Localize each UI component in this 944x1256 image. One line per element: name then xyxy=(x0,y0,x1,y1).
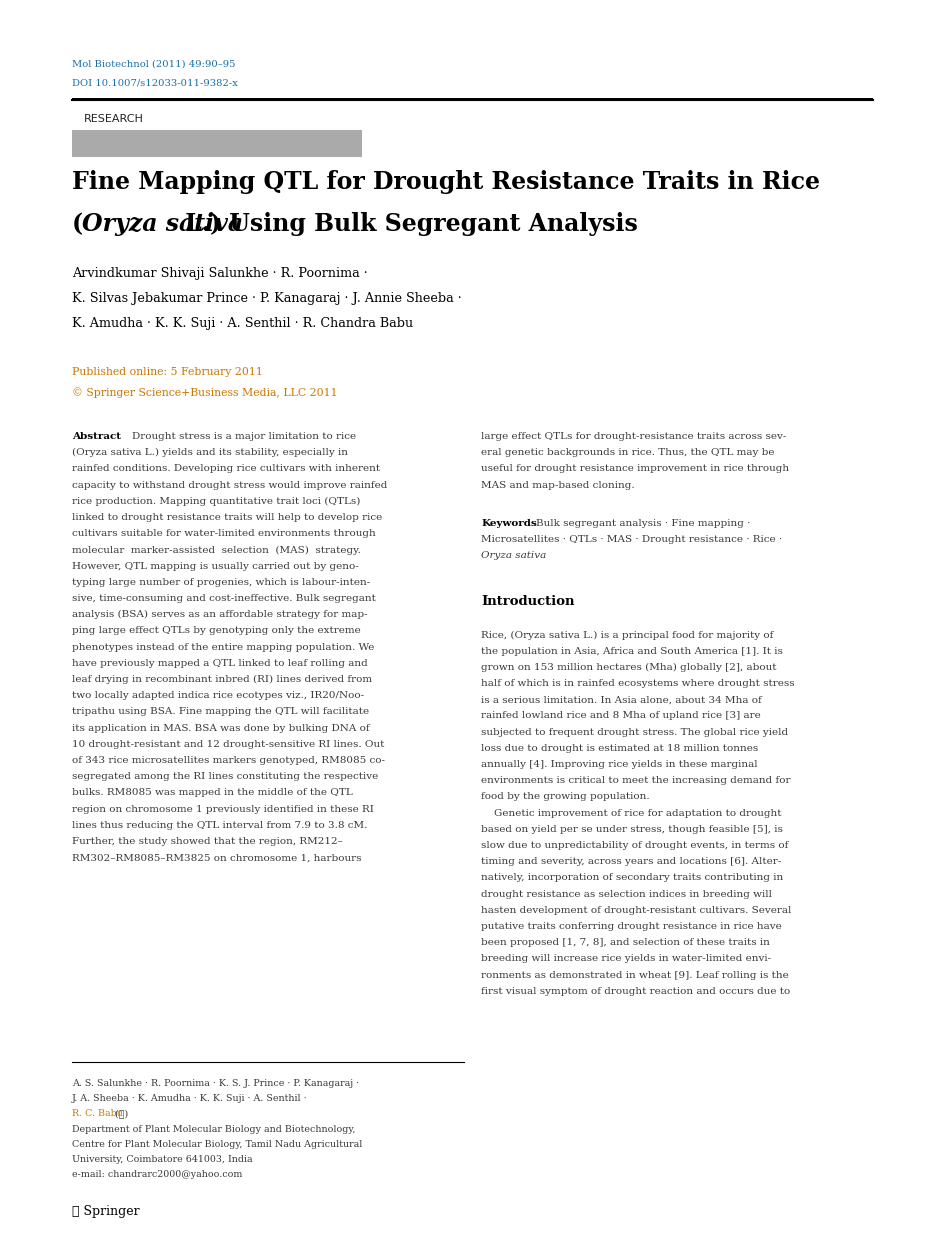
Text: useful for drought resistance improvement in rice through: useful for drought resistance improvemen… xyxy=(481,465,789,474)
Text: eral genetic backgrounds in rice. Thus, the QTL may be: eral genetic backgrounds in rice. Thus, … xyxy=(481,448,774,457)
Text: sive, time-consuming and cost-ineffective. Bulk segregant: sive, time-consuming and cost-ineffectiv… xyxy=(72,594,376,603)
Text: food by the growing population.: food by the growing population. xyxy=(481,793,649,801)
Text: MAS and map-based cloning.: MAS and map-based cloning. xyxy=(481,481,634,490)
Text: cultivars suitable for water-limited environments through: cultivars suitable for water-limited env… xyxy=(72,529,376,539)
Text: capacity to withstand drought stress would improve rainfed: capacity to withstand drought stress wou… xyxy=(72,481,387,490)
Text: hasten development of drought-resistant cultivars. Several: hasten development of drought-resistant … xyxy=(481,906,791,914)
Text: Abstract: Abstract xyxy=(72,432,121,441)
Text: Bulk segregant analysis · Fine mapping ·: Bulk segregant analysis · Fine mapping · xyxy=(535,519,750,528)
Text: environments is critical to meet the increasing demand for: environments is critical to meet the inc… xyxy=(481,776,790,785)
Text: Mol Biotechnol (2011) 49:90–95: Mol Biotechnol (2011) 49:90–95 xyxy=(72,60,235,69)
Bar xyxy=(72,131,362,157)
Text: molecular  marker-assisted  selection  (MAS)  strategy.: molecular marker-assisted selection (MAS… xyxy=(72,545,361,555)
Text: Keywords: Keywords xyxy=(481,519,537,528)
Text: (: ( xyxy=(72,212,83,236)
Text: have previously mapped a QTL linked to leaf rolling and: have previously mapped a QTL linked to l… xyxy=(72,659,367,668)
Text: segregated among the RI lines constituting the respective: segregated among the RI lines constituti… xyxy=(72,772,378,781)
Text: timing and severity, across years and locations [6]. Alter-: timing and severity, across years and lo… xyxy=(481,857,781,867)
Text: natively, incorporation of secondary traits contributing in: natively, incorporation of secondary tra… xyxy=(481,873,783,883)
Text: ronments as demonstrated in wheat [9]. Leaf rolling is the: ronments as demonstrated in wheat [9]. L… xyxy=(481,971,788,980)
Text: Further, the study showed that the region, RM212–: Further, the study showed that the regio… xyxy=(72,836,343,847)
Text: Rice, (Oryza sativa L.) is a principal food for majority of: Rice, (Oryza sativa L.) is a principal f… xyxy=(481,631,773,639)
Text: RESEARCH: RESEARCH xyxy=(84,114,143,124)
Text: ⑂ Springer: ⑂ Springer xyxy=(72,1205,140,1218)
Text: Department of Plant Molecular Biology and Biotechnology,: Department of Plant Molecular Biology an… xyxy=(72,1124,355,1134)
Text: University, Coimbatore 641003, India: University, Coimbatore 641003, India xyxy=(72,1156,252,1164)
Text: tripathu using BSA. Fine mapping the QTL will facilitate: tripathu using BSA. Fine mapping the QTL… xyxy=(72,707,369,716)
Text: of 343 rice microsatellites markers genotyped, RM8085 co-: of 343 rice microsatellites markers geno… xyxy=(72,756,384,765)
Text: slow due to unpredictability of drought events, in terms of: slow due to unpredictability of drought … xyxy=(481,842,788,850)
Text: Microsatellites · QTLs · MAS · Drought resistance · Rice ·: Microsatellites · QTLs · MAS · Drought r… xyxy=(481,535,782,544)
Text: J. A. Sheeba · K. Amudha · K. K. Suji · A. Senthil ·: J. A. Sheeba · K. Amudha · K. K. Suji · … xyxy=(72,1094,308,1103)
Text: phenotypes instead of the entire mapping population. We: phenotypes instead of the entire mapping… xyxy=(72,643,374,652)
Text: typing large number of progenies, which is labour-inten-: typing large number of progenies, which … xyxy=(72,578,370,587)
Text: loss due to drought is estimated at 18 million tonnes: loss due to drought is estimated at 18 m… xyxy=(481,744,758,752)
Text: Introduction: Introduction xyxy=(481,595,574,608)
Text: e-mail: chandrarc2000@yahoo.com: e-mail: chandrarc2000@yahoo.com xyxy=(72,1171,242,1179)
Text: subjected to frequent drought stress. The global rice yield: subjected to frequent drought stress. Th… xyxy=(481,727,788,736)
Text: RM302–RM8085–RM3825 on chromosome 1, harbours: RM302–RM8085–RM3825 on chromosome 1, har… xyxy=(72,853,362,862)
Text: Centre for Plant Molecular Biology, Tamil Nadu Agricultural: Centre for Plant Molecular Biology, Tami… xyxy=(72,1139,362,1149)
Text: annually [4]. Improving rice yields in these marginal: annually [4]. Improving rice yields in t… xyxy=(481,760,757,769)
Text: rice production. Mapping quantitative trait loci (QTLs): rice production. Mapping quantitative tr… xyxy=(72,497,360,506)
Text: L.) Using Bulk Segregant Analysis: L.) Using Bulk Segregant Analysis xyxy=(177,212,637,236)
Text: been proposed [1, 7, 8], and selection of these traits in: been proposed [1, 7, 8], and selection o… xyxy=(481,938,769,947)
Text: leaf drying in recombinant inbred (RI) lines derived from: leaf drying in recombinant inbred (RI) l… xyxy=(72,674,372,685)
Text: based on yield per se under stress, though feasible [5], is: based on yield per se under stress, thou… xyxy=(481,825,783,834)
Text: Oryza sativa: Oryza sativa xyxy=(82,212,243,236)
Text: grown on 153 million hectares (Mha) globally [2], about: grown on 153 million hectares (Mha) glob… xyxy=(481,663,776,672)
Text: linked to drought resistance traits will help to develop rice: linked to drought resistance traits will… xyxy=(72,512,381,522)
Text: rainfed lowland rice and 8 Mha of upland rice [3] are: rainfed lowland rice and 8 Mha of upland… xyxy=(481,711,761,721)
Text: 10 drought-resistant and 12 drought-sensitive RI lines. Out: 10 drought-resistant and 12 drought-sens… xyxy=(72,740,384,749)
Text: large effect QTLs for drought-resistance traits across sev-: large effect QTLs for drought-resistance… xyxy=(481,432,786,441)
Text: Genetic improvement of rice for adaptation to drought: Genetic improvement of rice for adaptati… xyxy=(481,809,782,818)
Text: putative traits conferring drought resistance in rice have: putative traits conferring drought resis… xyxy=(481,922,782,931)
Text: © Springer Science+Business Media, LLC 2011: © Springer Science+Business Media, LLC 2… xyxy=(72,387,337,398)
Text: A. S. Salunkhe · R. Poornima · K. S. J. Prince · P. Kanagaraj ·: A. S. Salunkhe · R. Poornima · K. S. J. … xyxy=(72,1079,359,1088)
Text: lines thus reducing the QTL interval from 7.9 to 3.8 cM.: lines thus reducing the QTL interval fro… xyxy=(72,821,367,830)
Text: half of which is in rainfed ecosystems where drought stress: half of which is in rainfed ecosystems w… xyxy=(481,679,794,688)
Text: Published online: 5 February 2011: Published online: 5 February 2011 xyxy=(72,367,262,377)
Text: first visual symptom of drought reaction and occurs due to: first visual symptom of drought reaction… xyxy=(481,987,790,996)
Text: analysis (BSA) serves as an affordable strategy for map-: analysis (BSA) serves as an affordable s… xyxy=(72,610,367,619)
Text: However, QTL mapping is usually carried out by geno-: However, QTL mapping is usually carried … xyxy=(72,561,359,570)
Text: rainfed conditions. Developing rice cultivars with inherent: rainfed conditions. Developing rice cult… xyxy=(72,465,379,474)
Text: K. Amudha · K. K. Suji · A. Senthil · R. Chandra Babu: K. Amudha · K. K. Suji · A. Senthil · R.… xyxy=(72,317,413,330)
Text: K. Silvas Jebakumar Prince · P. Kanagaraj · J. Annie Sheeba ·: K. Silvas Jebakumar Prince · P. Kanagara… xyxy=(72,291,462,305)
Text: Fine Mapping QTL for Drought Resistance Traits in Rice: Fine Mapping QTL for Drought Resistance … xyxy=(72,170,819,193)
Text: (✉): (✉) xyxy=(112,1109,128,1118)
Text: Drought stress is a major limitation to rice: Drought stress is a major limitation to … xyxy=(131,432,355,441)
Text: ping large effect QTLs by genotyping only the extreme: ping large effect QTLs by genotyping onl… xyxy=(72,627,361,636)
Text: drought resistance as selection indices in breeding will: drought resistance as selection indices … xyxy=(481,889,771,898)
Text: its application in MAS. BSA was done by bulking DNA of: its application in MAS. BSA was done by … xyxy=(72,723,369,732)
Text: the population in Asia, Africa and South America [1]. It is: the population in Asia, Africa and South… xyxy=(481,647,783,656)
Text: breeding will increase rice yields in water-limited envi-: breeding will increase rice yields in wa… xyxy=(481,955,771,963)
Text: (Oryza sativa L.) yields and its stability, especially in: (Oryza sativa L.) yields and its stabili… xyxy=(72,448,347,457)
Text: R. C. Babu: R. C. Babu xyxy=(72,1109,123,1118)
Text: two locally adapted indica rice ecotypes viz., IR20/Noo-: two locally adapted indica rice ecotypes… xyxy=(72,691,363,700)
Text: Oryza sativa: Oryza sativa xyxy=(481,551,547,560)
Text: DOI 10.1007/s12033-011-9382-x: DOI 10.1007/s12033-011-9382-x xyxy=(72,78,238,87)
Text: Arvindkumar Shivaji Salunkhe · R. Poornima ·: Arvindkumar Shivaji Salunkhe · R. Poorni… xyxy=(72,268,367,280)
Text: region on chromosome 1 previously identified in these RI: region on chromosome 1 previously identi… xyxy=(72,805,374,814)
Text: bulks. RM8085 was mapped in the middle of the QTL: bulks. RM8085 was mapped in the middle o… xyxy=(72,789,352,798)
Text: is a serious limitation. In Asia alone, about 34 Mha of: is a serious limitation. In Asia alone, … xyxy=(481,696,762,705)
